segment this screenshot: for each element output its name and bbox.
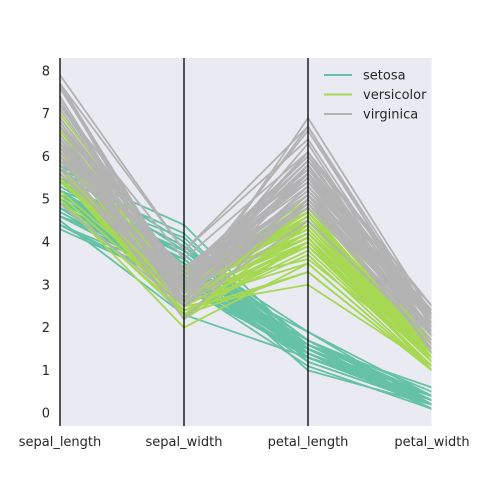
x-category-labels: sepal_length sepal_width petal_length petal… (19, 435, 470, 450)
x-category-label: petal_width (394, 435, 469, 450)
y-tick-label: 5 (42, 193, 50, 208)
y-tick-label: 1 (42, 364, 50, 379)
legend-item-versicolor: versicolor (324, 88, 427, 103)
series-line (59, 134, 433, 329)
series-line (59, 104, 433, 307)
y-tick-label: 4 (42, 236, 50, 251)
series-line (59, 83, 433, 329)
y-tick-label: 3 (42, 278, 50, 293)
legend: setosa versicolor virginica (324, 69, 427, 123)
series-virginica (59, 74, 433, 354)
series-lines (59, 74, 433, 410)
x-category-label: sepal_length (19, 435, 102, 450)
legend-item-setosa: setosa (324, 69, 406, 84)
series-line (59, 83, 433, 320)
x-category-label: sepal_width (146, 435, 223, 450)
series-line (59, 194, 433, 367)
legend-item-virginica: virginica (324, 108, 418, 123)
y-tick-label: 2 (42, 321, 50, 336)
legend-label: versicolor (363, 88, 427, 103)
series-line (59, 125, 433, 312)
series-line (59, 160, 433, 337)
series-line (59, 177, 433, 372)
series-line (59, 198, 433, 372)
series-line (59, 155, 433, 350)
x-category-label: petal_length (268, 435, 349, 450)
y-tick-label: 0 (42, 407, 50, 422)
series-line (59, 164, 433, 333)
axis-lines (59, 58, 433, 426)
y-tick-label: 7 (42, 107, 50, 122)
legend-label: virginica (363, 108, 418, 123)
y-tick-labels: 0 1 2 3 4 5 6 7 8 (42, 64, 50, 421)
series-line (59, 138, 433, 320)
y-tick-label: 6 (42, 150, 50, 165)
series-line (59, 125, 433, 307)
series-line (59, 177, 433, 359)
y-tick-label: 8 (42, 64, 50, 79)
series-line (59, 202, 433, 342)
series-line (59, 147, 433, 316)
legend-label: setosa (363, 69, 406, 84)
